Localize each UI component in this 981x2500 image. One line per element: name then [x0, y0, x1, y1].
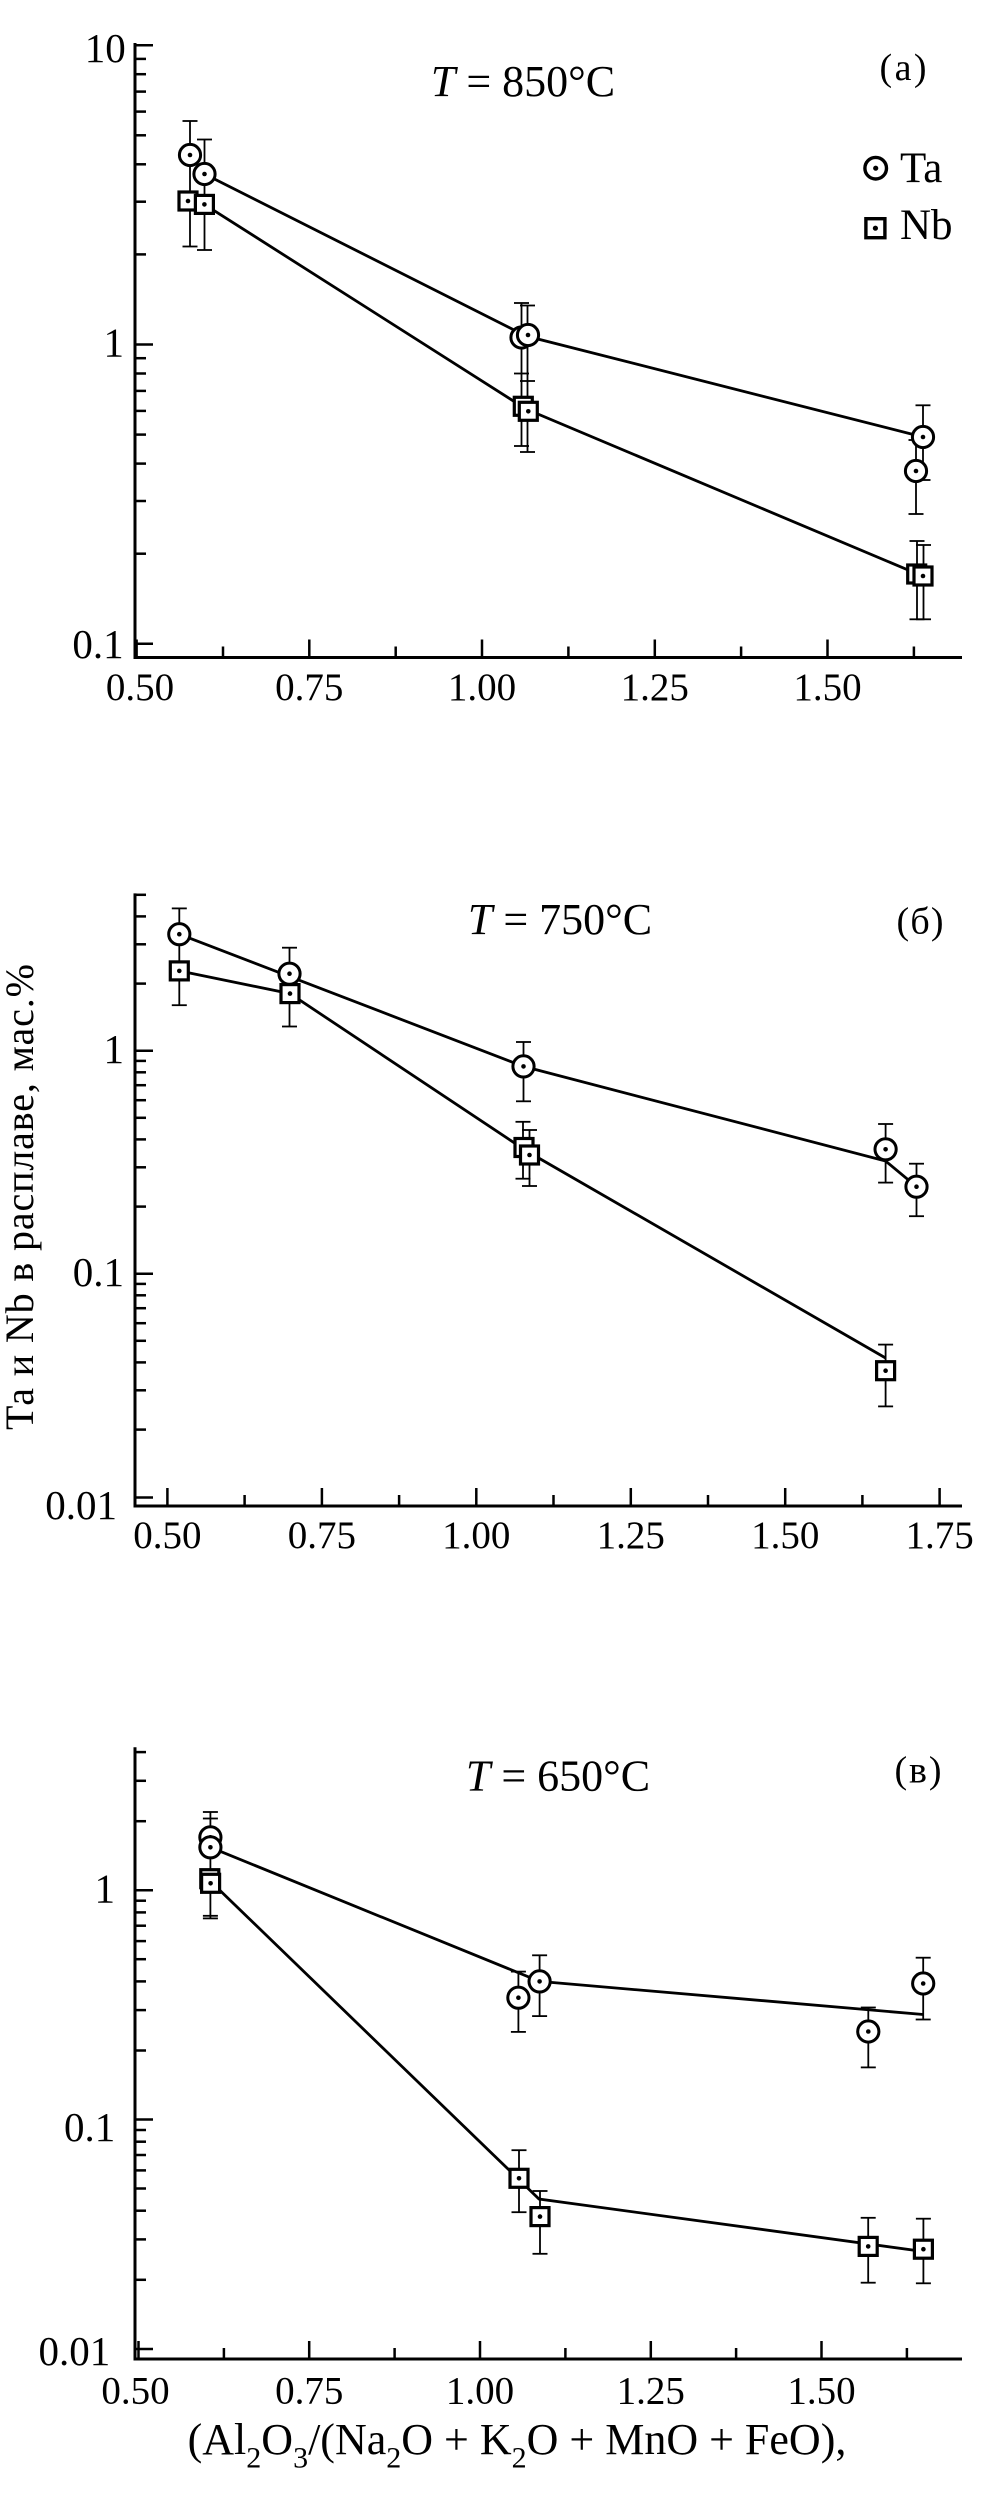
svg-text:0.1: 0.1 — [72, 621, 123, 667]
svg-text:0.01: 0.01 — [45, 1482, 117, 1528]
svg-text:0.75: 0.75 — [275, 2369, 343, 2412]
svg-text:T = 850°C: T = 850°C — [431, 57, 615, 106]
svg-text:1: 1 — [95, 1866, 116, 1912]
svg-text:0.50: 0.50 — [101, 2369, 169, 2412]
svg-text:Nb: Nb — [900, 202, 953, 249]
svg-text:0.75: 0.75 — [275, 666, 343, 709]
svg-text:0.1: 0.1 — [73, 1249, 124, 1295]
svg-text:0.1: 0.1 — [64, 2104, 115, 2150]
svg-text:0.50: 0.50 — [106, 666, 174, 709]
svg-text:T = 650°C: T = 650°C — [466, 1752, 650, 1801]
svg-text:1.75: 1.75 — [905, 1514, 973, 1557]
svg-text:Та и Nb в расплаве, мас.%: Та и Nb в расплаве, мас.% — [0, 964, 42, 1430]
svg-text:10: 10 — [85, 25, 126, 71]
svg-text:1.25: 1.25 — [597, 1514, 665, 1557]
svg-text:1: 1 — [104, 1026, 125, 1072]
svg-text:0.75: 0.75 — [288, 1514, 356, 1557]
svg-text:T = 750°C: T = 750°C — [468, 895, 652, 944]
svg-text:1.00: 1.00 — [446, 2369, 514, 2412]
svg-text:0.50: 0.50 — [133, 1514, 201, 1557]
svg-text:1.00: 1.00 — [448, 666, 516, 709]
svg-text:1.25: 1.25 — [621, 666, 689, 709]
svg-text:1: 1 — [104, 320, 125, 366]
svg-text:(а): (а) — [880, 47, 927, 89]
svg-text:(б): (б) — [897, 901, 944, 943]
svg-text:1.50: 1.50 — [787, 2369, 855, 2412]
svg-text:(в): (в) — [895, 1750, 942, 1792]
svg-text:Ta: Ta — [900, 145, 942, 192]
svg-text:1.25: 1.25 — [617, 2369, 685, 2412]
svg-text:1.00: 1.00 — [442, 1514, 510, 1557]
svg-text:0.01: 0.01 — [38, 2328, 110, 2374]
svg-text:1.50: 1.50 — [751, 1514, 819, 1557]
svg-text:1.50: 1.50 — [793, 666, 861, 709]
